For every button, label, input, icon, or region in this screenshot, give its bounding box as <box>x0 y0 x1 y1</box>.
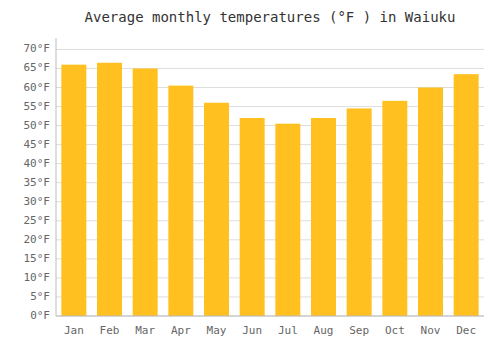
bar <box>204 103 229 316</box>
y-tick-label: 10°F <box>24 271 51 284</box>
x-tick-label: May <box>207 324 227 337</box>
y-tick-label: 35°F <box>24 176 51 189</box>
x-tick-label: Feb <box>100 324 120 337</box>
y-tick-label: 45°F <box>24 138 51 151</box>
x-tick-label: Jun <box>242 324 262 337</box>
grid <box>56 49 484 316</box>
bar <box>275 124 300 316</box>
bar <box>418 88 443 316</box>
x-tick-label: Dec <box>456 324 476 337</box>
chart-container: Average monthly temperatures (°F ) in Wa… <box>0 0 500 350</box>
y-tick-label: 50°F <box>24 119 51 132</box>
x-tick-label: Sep <box>349 324 369 337</box>
y-tick-label: 0°F <box>30 309 50 322</box>
y-tick-label: 60°F <box>24 81 51 94</box>
x-tick-label: Jul <box>278 324 298 337</box>
y-axis-ticks: 0°F 5°F 10°F 15°F 20°F 25°F 30°F 35°F 40°F 45°F 50… <box>24 42 51 322</box>
x-axis-line <box>56 316 484 317</box>
x-tick-label: Mar <box>135 324 155 337</box>
bar <box>382 101 407 316</box>
bar <box>240 118 265 316</box>
x-tick-label: Oct <box>385 324 405 337</box>
bars <box>61 63 478 316</box>
y-tick-label: 20°F <box>24 233 51 246</box>
x-axis-ticks: Jan Feb Mar Apr May Jun Jul Aug Sep Oct Nov Dec <box>64 324 476 337</box>
y-tick-label: 15°F <box>24 252 51 265</box>
chart-title: Average monthly temperatures (°F ) in Wa… <box>85 9 456 25</box>
x-tick-label: Apr <box>171 324 191 337</box>
bar <box>347 108 372 316</box>
y-tick-label: 65°F <box>24 61 51 74</box>
y-tick-label: 70°F <box>24 42 51 55</box>
y-tick-label: 25°F <box>24 214 51 227</box>
y-tick-label: 30°F <box>24 195 51 208</box>
bar <box>311 118 336 316</box>
bar <box>61 65 86 316</box>
x-tick-label: Nov <box>421 324 441 337</box>
y-tick-label: 55°F <box>24 100 51 113</box>
chart-svg: Average monthly temperatures (°F ) in Wa… <box>0 0 500 350</box>
x-tick-label: Jan <box>64 324 84 337</box>
bar <box>454 74 479 316</box>
x-tick-label: Aug <box>314 324 334 337</box>
y-axis-line <box>56 38 57 316</box>
y-tick-label: 5°F <box>30 290 50 303</box>
bar <box>168 86 193 316</box>
y-tick-label: 40°F <box>24 157 51 170</box>
grid-line <box>56 49 484 50</box>
bar <box>133 68 158 316</box>
bar <box>97 63 122 316</box>
grid-line <box>56 316 484 317</box>
